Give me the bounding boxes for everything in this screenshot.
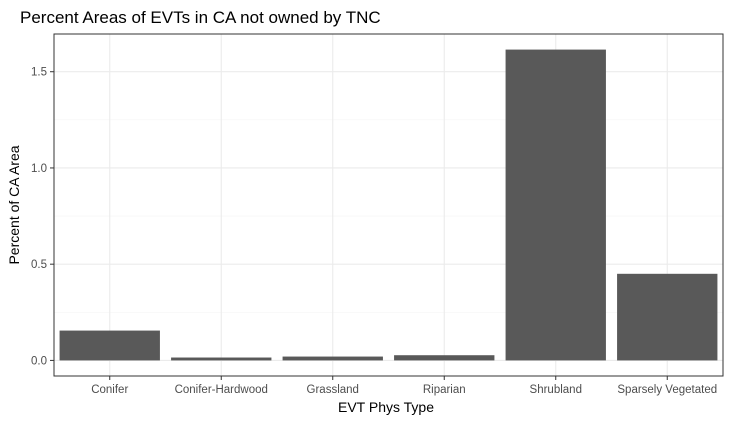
- bar-sparsely-vegetated: [617, 273, 718, 361]
- y-tick-label: 0.5: [31, 259, 47, 271]
- bar-conifer: [59, 330, 160, 361]
- x-tick-label: Grassland: [307, 384, 359, 396]
- y-tick-label: 1.5: [31, 67, 47, 79]
- y-tick-label: 0.0: [31, 355, 47, 367]
- plot-panel: [53, 33, 724, 377]
- y-axis: 0.0 0.5 1.0 1.5: [31, 67, 54, 367]
- x-tick-label: Shrubland: [530, 384, 582, 396]
- x-tick-label: Conifer: [91, 384, 128, 396]
- x-tick-label: Sparsely Vegetated: [617, 384, 717, 396]
- bar-shrubland: [505, 49, 606, 361]
- chart-title: Percent Areas of EVTs in CA not owned by…: [20, 8, 381, 27]
- x-tick-label: Riparian: [423, 384, 466, 396]
- y-tick-label: 1.0: [31, 163, 47, 175]
- panel-border: [53, 33, 724, 377]
- x-tick-label: Conifer-Hardwood: [175, 384, 268, 396]
- x-axis-label: EVT Phys Type: [338, 399, 434, 415]
- bar-riparian: [394, 355, 495, 361]
- y-axis-label: Percent of CA Area: [6, 145, 22, 264]
- x-axis: Conifer Conifer-Hardwood Grassland Riparian…: [91, 376, 717, 396]
- bar-conifer-hardwood: [171, 357, 272, 361]
- bar-grassland: [282, 356, 383, 361]
- panel-background: [54, 34, 723, 376]
